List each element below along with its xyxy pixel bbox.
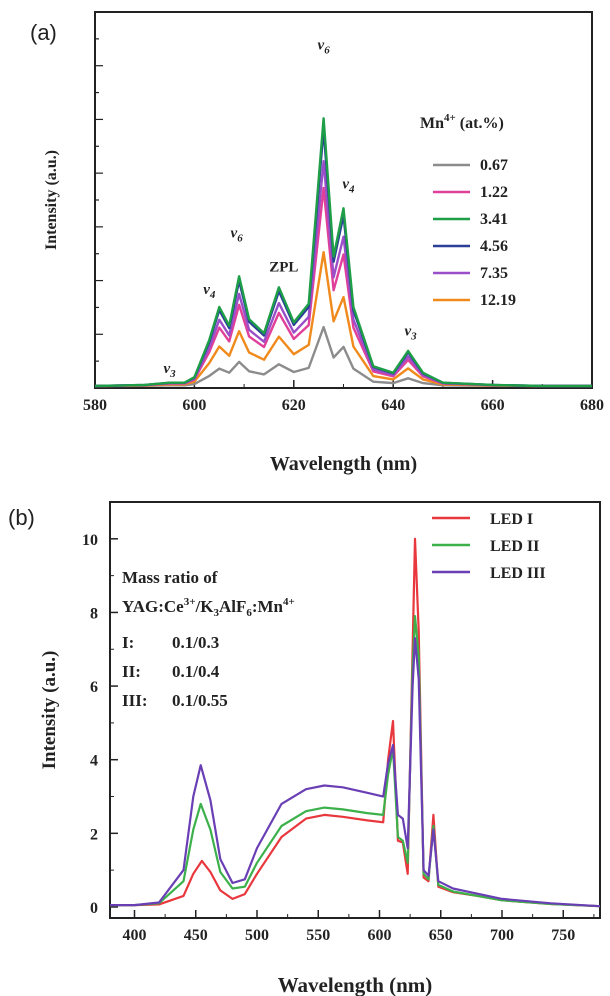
peak-annotation: v4 [342,177,355,196]
mass-ratio-row-label: I: [122,633,134,652]
legend-label-a: 4.56 [480,238,508,255]
x-tick-label-b: 550 [306,927,330,944]
mass-ratio-formula: YAG:Ce3+/K3AlF6:Mn4+ [122,596,295,619]
legend-label-a: 1.22 [480,184,508,201]
y-axis-title-a: Intensity (a.u.) [43,150,60,250]
x-tick-label-b: 500 [245,927,269,944]
mass-ratio-row-value: 0.1/0.3 [172,633,219,652]
mass-ratio-row-value: 0.1/0.55 [172,691,228,710]
y-axis-title-b: Intensity (a.u.) [39,651,60,770]
plot-frame-a [94,11,593,389]
mass-ratio-title: Mass ratio of [122,568,218,587]
y-tick-label-b: 6 [90,679,98,696]
x-tick-label-a: 640 [381,397,405,414]
peak-annotation: v6 [318,38,331,57]
legend-label-b: LED I [490,511,533,528]
panel-a-label: (a) [30,20,57,45]
mass-ratio-row-label: II: [122,662,141,681]
x-tick-label-a: 600 [182,397,206,414]
x-axis-title-a: Wavelength (nm) [270,453,417,475]
mass-ratio-row-label: III: [122,691,148,710]
x-tick-label-b: 400 [123,927,147,944]
x-tick-label-b: 450 [184,927,208,944]
legend-label-b: LED II [490,538,539,555]
peak-annotation: v6 [231,226,244,245]
y-tick-label-b: 10 [82,532,98,549]
peak-annotation: v4 [203,282,216,301]
series-line-b [110,537,601,908]
legend-label-a: 7.35 [480,265,508,282]
chart-a: 580 600 620 640 660 680 Wavelength (nm) Intensi… [43,11,604,475]
y-tick-label-b: 4 [90,753,98,770]
peak-annotation: v3 [163,361,176,380]
x-tick-label-a: 580 [83,397,107,414]
legend-label-a: 12.19 [480,292,516,309]
y-tick-label-b: 2 [90,826,98,843]
plot-frame-b [109,501,601,919]
panel-b-label: (b) [8,505,35,530]
x-tick-label-a: 620 [282,397,306,414]
y-tick-label-b: 0 [90,900,98,917]
mass-ratio-row-value: 0.1/0.4 [172,662,220,681]
x-tick-label-a: 680 [580,397,604,414]
legend-label-b: LED III [490,565,546,582]
y-tick-label-b: 8 [90,605,98,622]
series-line-a [94,117,592,388]
legend-title-a: Mn4+ (at.%) [420,112,504,132]
x-tick-label-b: 700 [490,927,514,944]
series-line-a [94,325,592,388]
x-tick-label-b: 600 [368,927,392,944]
x-tick-label-a: 660 [481,397,505,414]
x-axis-title-b: Wavelength (nm) [278,973,433,996]
series-line-a [94,250,592,388]
peak-annotation: v3 [405,323,418,342]
legend-label-a: 3.41 [480,211,508,228]
x-tick-label-b: 650 [429,927,453,944]
peak-annotation: ZPL [269,259,298,275]
series-line-a [94,159,592,388]
legend-label-a: 0.67 [480,157,508,174]
chart-b: 400 450 500 550 600 650 700 750 0 2 4 6 8 10 Wavelengt… [39,501,601,996]
series-line-b [110,637,601,908]
x-tick-label-b: 750 [551,927,575,944]
